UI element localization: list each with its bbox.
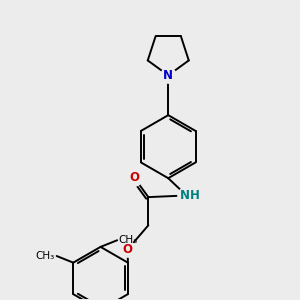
Text: CH₃: CH₃ xyxy=(119,235,138,245)
Text: CH₃: CH₃ xyxy=(36,251,55,261)
Text: H: H xyxy=(190,189,200,202)
Text: N: N xyxy=(180,189,190,202)
Text: N: N xyxy=(163,69,173,82)
Text: O: O xyxy=(123,243,133,256)
Text: O: O xyxy=(129,171,140,184)
